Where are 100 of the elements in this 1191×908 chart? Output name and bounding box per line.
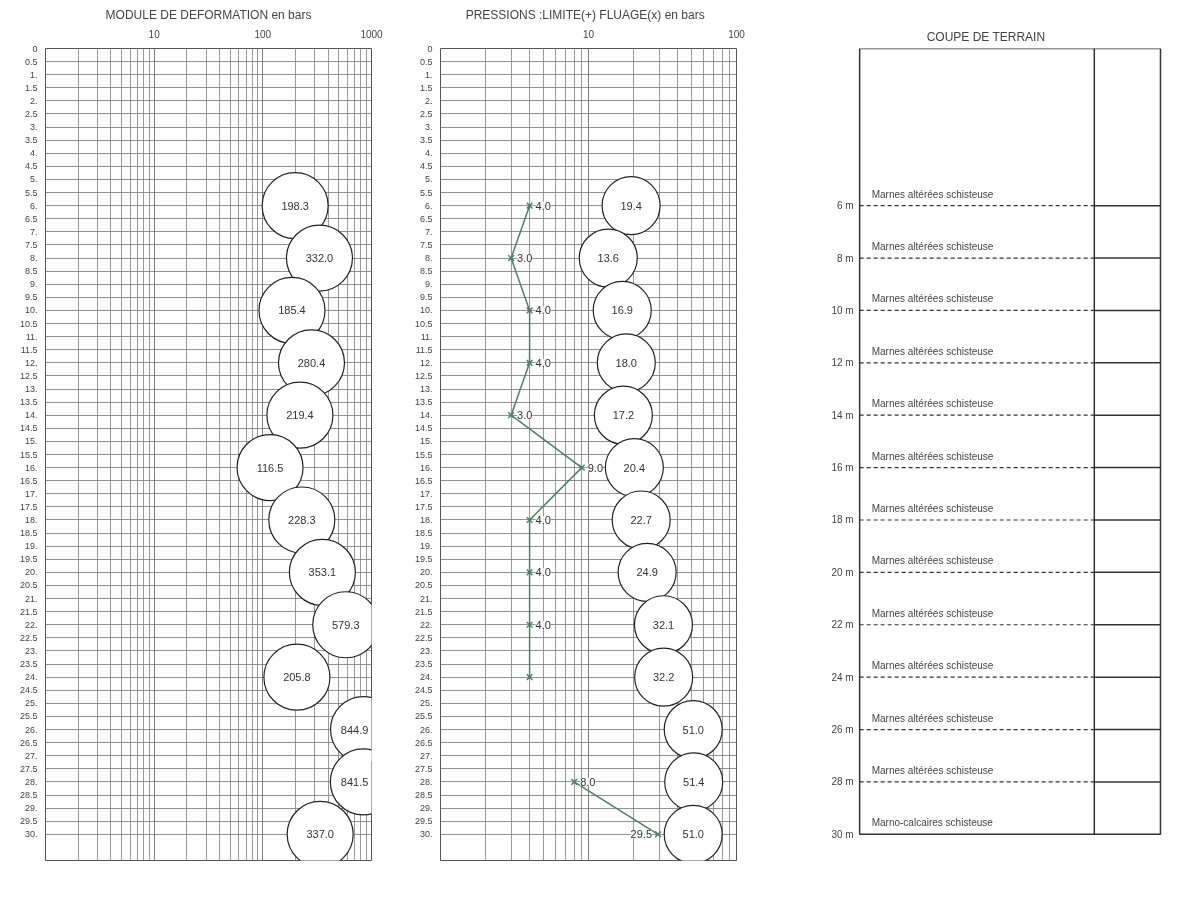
y-tick-label: 2. xyxy=(29,95,38,106)
y-tick-label: 2. xyxy=(424,95,433,106)
data-label: 18.0 xyxy=(615,356,637,369)
y-tick-label: 14.5 xyxy=(19,423,38,434)
y-tick-label: 5. xyxy=(424,174,433,185)
data-label: 4.0 xyxy=(535,304,551,317)
y-tick-label: 11.5 xyxy=(415,344,433,355)
y-tick-label: 29.5 xyxy=(414,816,433,827)
data-label: 3.0 xyxy=(517,252,533,265)
y-tick-label: 6.5 xyxy=(24,213,38,224)
y-tick-label: 20. xyxy=(419,567,433,578)
category-label: Marnes altérées schisteuse xyxy=(871,555,994,567)
data-label: 18 m xyxy=(831,514,854,526)
y-tick-label: 13. xyxy=(419,384,433,395)
data-label: 12 m xyxy=(831,357,854,369)
y-tick-label: 22. xyxy=(24,619,38,630)
y-tick-label: 24. xyxy=(419,672,433,683)
y-tick-label: 15. xyxy=(419,436,433,447)
y-tick-label: 13. xyxy=(24,384,38,395)
y-tick-label: 19.5 xyxy=(19,554,38,565)
y-tick-label: 4.5 xyxy=(419,161,433,172)
y-tick-label: 15.5 xyxy=(19,449,38,460)
y-tick-label: 0.5 xyxy=(24,56,38,67)
data-label: 332.0 xyxy=(305,252,334,265)
data-label: 16.9 xyxy=(611,304,633,317)
category-label: Marnes altérées schisteuse xyxy=(871,293,994,305)
y-tick-label: 10. xyxy=(419,305,433,316)
y-tick-label: 5. xyxy=(29,174,38,185)
data-label: 22.7 xyxy=(630,513,652,526)
y-tick-label: 5.5 xyxy=(419,187,433,198)
data-label: 4.0 xyxy=(535,513,551,526)
y-tick-label: 25. xyxy=(24,698,38,709)
data-label: 579.3 xyxy=(331,618,360,631)
y-tick-label: 6. xyxy=(29,200,38,211)
y-tick-label: 22.5 xyxy=(414,632,433,643)
y-tick-label: 21.5 xyxy=(414,606,433,617)
y-tick-label: 10.5 xyxy=(19,318,38,329)
y-tick-label: 29. xyxy=(419,803,433,814)
y-tick-label: 14. xyxy=(24,410,38,421)
y-tick-label: 11. xyxy=(420,331,433,342)
data-label: 26 m xyxy=(831,724,854,736)
data-label: 198.3 xyxy=(281,199,309,212)
y-tick-label: 3. xyxy=(29,122,38,133)
y-tick-label: 3.5 xyxy=(419,135,433,146)
y-tick-label: 4. xyxy=(424,148,433,159)
y-tick-label: 24. xyxy=(24,672,38,683)
data-label: 228.3 xyxy=(288,513,316,526)
y-tick-label: 7. xyxy=(29,226,38,237)
y-tick-label: 4. xyxy=(29,148,38,159)
y-tick-label: 7. xyxy=(424,226,433,237)
y-tick-label: 27. xyxy=(24,750,38,761)
chart-title: PRESSIONS :LIMITE(+) FLUAGE(x) en bars xyxy=(465,7,705,22)
data-label: 205.8 xyxy=(283,671,311,684)
y-tick-label: 23.5 xyxy=(19,659,38,670)
y-tick-label: 2.5 xyxy=(419,108,433,119)
y-tick-label: 25.5 xyxy=(19,711,38,722)
data-label: 17.2 xyxy=(612,409,635,422)
data-label: 28 m xyxy=(831,776,854,788)
y-tick-label: 9.5 xyxy=(419,292,433,303)
y-tick-label: 28. xyxy=(24,776,38,787)
data-label: 4.0 xyxy=(535,356,551,369)
category-label: Marnes altérées schisteuse xyxy=(871,345,994,357)
category-label: Marnes altérées schisteuse xyxy=(871,241,994,253)
y-tick-label: 17. xyxy=(419,488,433,499)
y-tick-label: 2.5 xyxy=(24,108,38,119)
data-label: 10 m xyxy=(831,304,854,316)
data-label: 51.0 xyxy=(682,828,704,841)
data-label: 841.5 xyxy=(340,775,369,788)
y-tick-label: 7.5 xyxy=(24,239,38,250)
y-tick-label: 21.5 xyxy=(19,606,38,617)
x-tick-label: 1000 xyxy=(360,28,384,40)
y-tick-label: 27.5 xyxy=(19,763,38,774)
y-tick-label: 23.5 xyxy=(414,659,433,670)
data-label: 353.1 xyxy=(308,566,337,579)
y-tick-label: 29. xyxy=(24,803,38,814)
y-tick-label: 8. xyxy=(424,253,433,264)
x-tick-label: 10 xyxy=(582,28,595,40)
y-tick-label: 10.5 xyxy=(414,318,433,329)
y-tick-label: 17.5 xyxy=(414,501,433,512)
y-tick-label: 16.5 xyxy=(19,475,38,486)
y-tick-label: 1.5 xyxy=(419,82,433,93)
data-label: 9.0 xyxy=(587,461,604,474)
data-label: 337.0 xyxy=(306,828,334,841)
y-tick-label: 6. xyxy=(424,200,433,211)
y-tick-label: 1.5 xyxy=(24,82,38,93)
y-tick-label: 1. xyxy=(29,69,38,80)
y-tick-label: 6.5 xyxy=(419,213,433,224)
y-tick-label: 12.5 xyxy=(414,370,433,381)
data-label: 3.0 xyxy=(517,409,533,422)
y-tick-label: 3.5 xyxy=(24,135,38,146)
category-label: Marnes altérées schisteuse xyxy=(871,502,994,514)
y-tick-label: 14. xyxy=(419,410,433,421)
data-label: 24 m xyxy=(831,671,854,683)
x-tick-label: 100 xyxy=(728,28,746,40)
y-tick-label: 12. xyxy=(419,357,433,368)
y-tick-label: 11.5 xyxy=(20,344,38,355)
y-tick-label: 28.5 xyxy=(19,790,38,801)
y-tick-label: 3. xyxy=(424,122,433,133)
y-tick-label: 18.5 xyxy=(19,528,38,539)
y-tick-label: 9. xyxy=(424,279,433,290)
